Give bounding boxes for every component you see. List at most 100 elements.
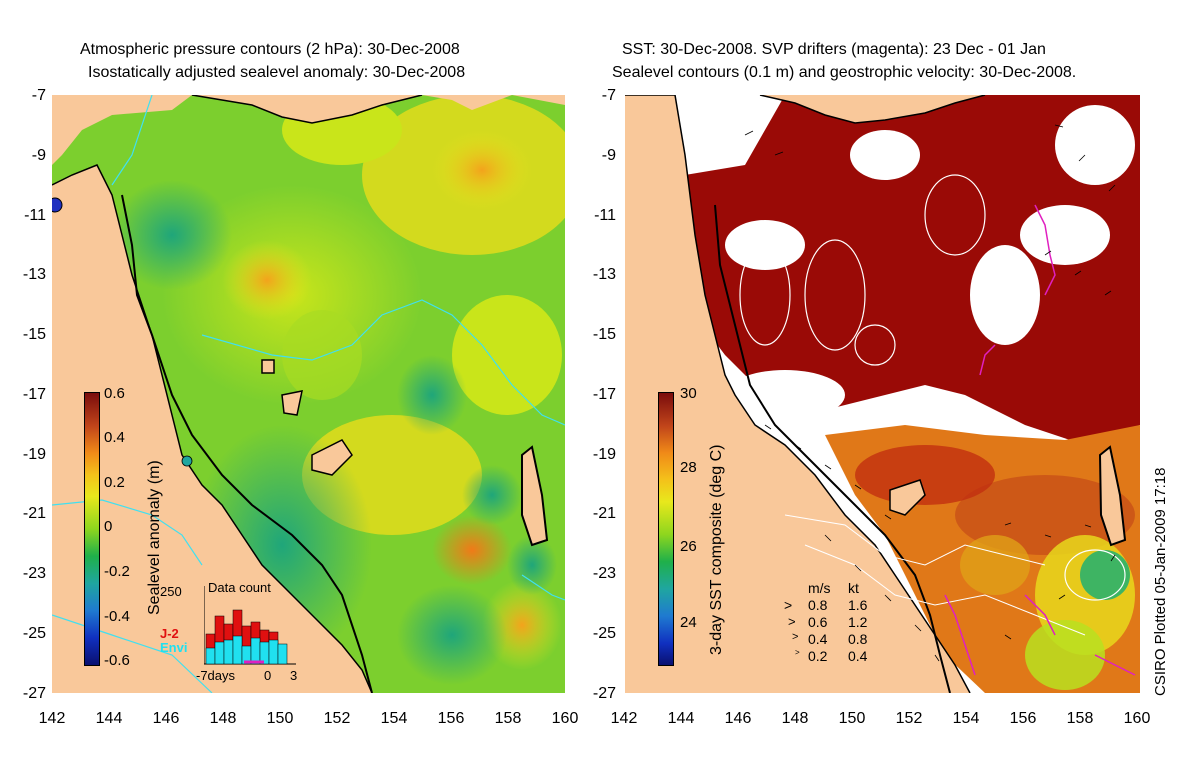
lat-tick: -7 xyxy=(601,87,616,104)
inset-title: Data count xyxy=(208,580,271,595)
inset-xlabel-end: 3 xyxy=(290,668,298,683)
sealevel-anomaly-map xyxy=(47,94,582,694)
hist-bar-envi xyxy=(205,647,216,665)
legend-row: > 0.2 0.4 xyxy=(795,648,868,664)
lat-tick: -9 xyxy=(31,147,46,164)
velocity-legend: m/s kt > 0.8 1.6 > 0.6 1.2 > 0.4 0.8 > 0… xyxy=(784,580,904,670)
legend-ms: 0.4 xyxy=(808,631,828,647)
inset-xlabel-zero: 0 xyxy=(264,668,272,683)
sealevel-colorbar xyxy=(84,392,100,666)
right-title-line2: Sealevel contours (0.1 m) and geostrophi… xyxy=(612,64,1077,81)
data-count-histogram xyxy=(204,586,296,665)
colorbar-tick: -0.4 xyxy=(104,608,130,625)
inset-xlabel-start: -7days xyxy=(196,668,236,683)
lon-tick: 142 xyxy=(610,710,638,727)
velocity-arrows xyxy=(744,124,1116,662)
lat-tick: -19 xyxy=(22,446,46,463)
legend-row: > 0.6 1.2 xyxy=(788,614,868,630)
lon-tick: 152 xyxy=(323,710,351,727)
lon-tick: 150 xyxy=(838,710,866,727)
legend-row: > 0.8 1.6 xyxy=(784,597,868,613)
lon-tick: 144 xyxy=(667,710,695,727)
lon-tick: 156 xyxy=(437,710,465,727)
colorbar-tick: -0.2 xyxy=(104,563,130,580)
colorbar-tick: 0.6 xyxy=(104,385,125,402)
legend-kt: 1.2 xyxy=(848,614,868,630)
inset-ymax: 250 xyxy=(160,584,182,599)
lon-tick: 158 xyxy=(494,710,522,727)
colorbar-tick: 0 xyxy=(104,518,113,535)
left-title-line1: Atmospheric pressure contours (2 hPa): 3… xyxy=(80,41,460,58)
left-title-line2: Isostatically adjusted sealevel anomaly:… xyxy=(88,64,466,81)
lon-tick: 146 xyxy=(724,710,752,727)
legend-header-ms: m/s xyxy=(808,580,831,596)
lat-tick: -9 xyxy=(601,147,616,164)
hist-bar-envi xyxy=(223,639,234,665)
lat-tick: -19 xyxy=(592,446,616,463)
lon-tick: 156 xyxy=(1009,710,1037,727)
lon-tick: 148 xyxy=(781,710,809,727)
new-guinea-landmass xyxy=(52,95,565,123)
lat-tick: -11 xyxy=(594,207,616,224)
lat-tick: -21 xyxy=(22,505,46,522)
lat-tick: -13 xyxy=(22,266,46,283)
left-map-panel xyxy=(47,94,582,694)
colorbar-tick: 28 xyxy=(680,459,697,476)
colorbar-tick: 24 xyxy=(680,614,697,631)
australia-landmass xyxy=(52,165,372,693)
legend-ms: 0.2 xyxy=(808,648,828,664)
lat-tick: -27 xyxy=(592,685,616,702)
colorbar-tick: 26 xyxy=(680,538,697,555)
right-map-panel xyxy=(625,94,1140,694)
lon-tick: 148 xyxy=(209,710,237,727)
hist-bar-envi xyxy=(250,637,261,665)
hist-bar-envi xyxy=(232,635,243,665)
lon-tick: 144 xyxy=(95,710,123,727)
hist-bar-envi xyxy=(268,639,279,665)
lon-tick: 150 xyxy=(266,710,294,727)
legend-kt: 1.6 xyxy=(848,597,868,613)
right-title-line1: SST: 30-Dec-2008. SVP drifters (magenta)… xyxy=(622,41,1046,58)
legend-kt: 0.4 xyxy=(848,648,868,664)
australia-landmass xyxy=(625,95,970,693)
lat-tick: -25 xyxy=(592,625,616,642)
lat-tick: -15 xyxy=(22,326,46,343)
colorbar-tick: 0.2 xyxy=(104,474,125,491)
hist-bar-envi xyxy=(277,643,288,665)
lat-tick: -23 xyxy=(22,565,46,582)
credit-text: CSIRO Plotted 05-Jan-2009 17:18 xyxy=(1152,467,1169,696)
lat-tick: -7 xyxy=(31,87,46,104)
colorbar-tick: 0.4 xyxy=(104,429,125,446)
legend-j2: J-2 xyxy=(160,626,179,641)
lon-tick: 152 xyxy=(895,710,923,727)
lon-tick: 160 xyxy=(551,710,579,727)
legend-ms: 0.8 xyxy=(808,597,828,613)
lon-tick: 142 xyxy=(38,710,66,727)
lat-tick: -17 xyxy=(592,386,616,403)
lat-tick: -13 xyxy=(592,266,616,283)
lon-tick: 158 xyxy=(1066,710,1094,727)
legend-kt: 0.8 xyxy=(848,631,868,647)
lon-tick: 146 xyxy=(152,710,180,727)
colorbar-tick: 30 xyxy=(680,385,697,402)
colorbar-tick: -0.6 xyxy=(104,652,130,669)
lon-tick: 154 xyxy=(952,710,980,727)
sst-colorbar xyxy=(658,392,674,666)
legend-row: > 0.4 0.8 xyxy=(792,631,868,647)
lon-tick: 154 xyxy=(380,710,408,727)
lat-tick: -15 xyxy=(592,326,616,343)
lon-tick: 160 xyxy=(1123,710,1151,727)
lat-tick: -27 xyxy=(22,685,46,702)
data-count-inset: 250 Data count J-2 Envi -7days 0 3 xyxy=(160,578,300,686)
hist-bar-envi xyxy=(214,641,225,665)
sst-map xyxy=(625,94,1140,694)
colorbar-title: 3-day SST composite (deg C) xyxy=(708,444,725,655)
lat-tick: -23 xyxy=(592,565,616,582)
lat-tick: -17 xyxy=(22,386,46,403)
lat-tick: -25 xyxy=(22,625,46,642)
legend-header-kt: kt xyxy=(848,580,859,596)
lat-tick: -11 xyxy=(24,207,46,224)
legend-ms: 0.6 xyxy=(808,614,828,630)
legend-envi: Envi xyxy=(160,640,188,655)
lat-tick: -21 xyxy=(592,505,616,522)
